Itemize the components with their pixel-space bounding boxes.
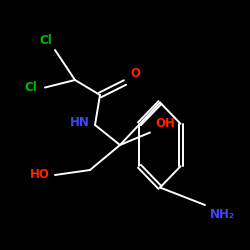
Text: NH₂: NH₂	[210, 208, 235, 220]
Text: Cl: Cl	[25, 81, 38, 94]
Text: OH: OH	[155, 117, 175, 130]
Text: Cl: Cl	[40, 34, 52, 48]
Text: HO: HO	[30, 168, 50, 181]
Text: O: O	[130, 67, 140, 80]
Text: HN: HN	[70, 116, 90, 129]
